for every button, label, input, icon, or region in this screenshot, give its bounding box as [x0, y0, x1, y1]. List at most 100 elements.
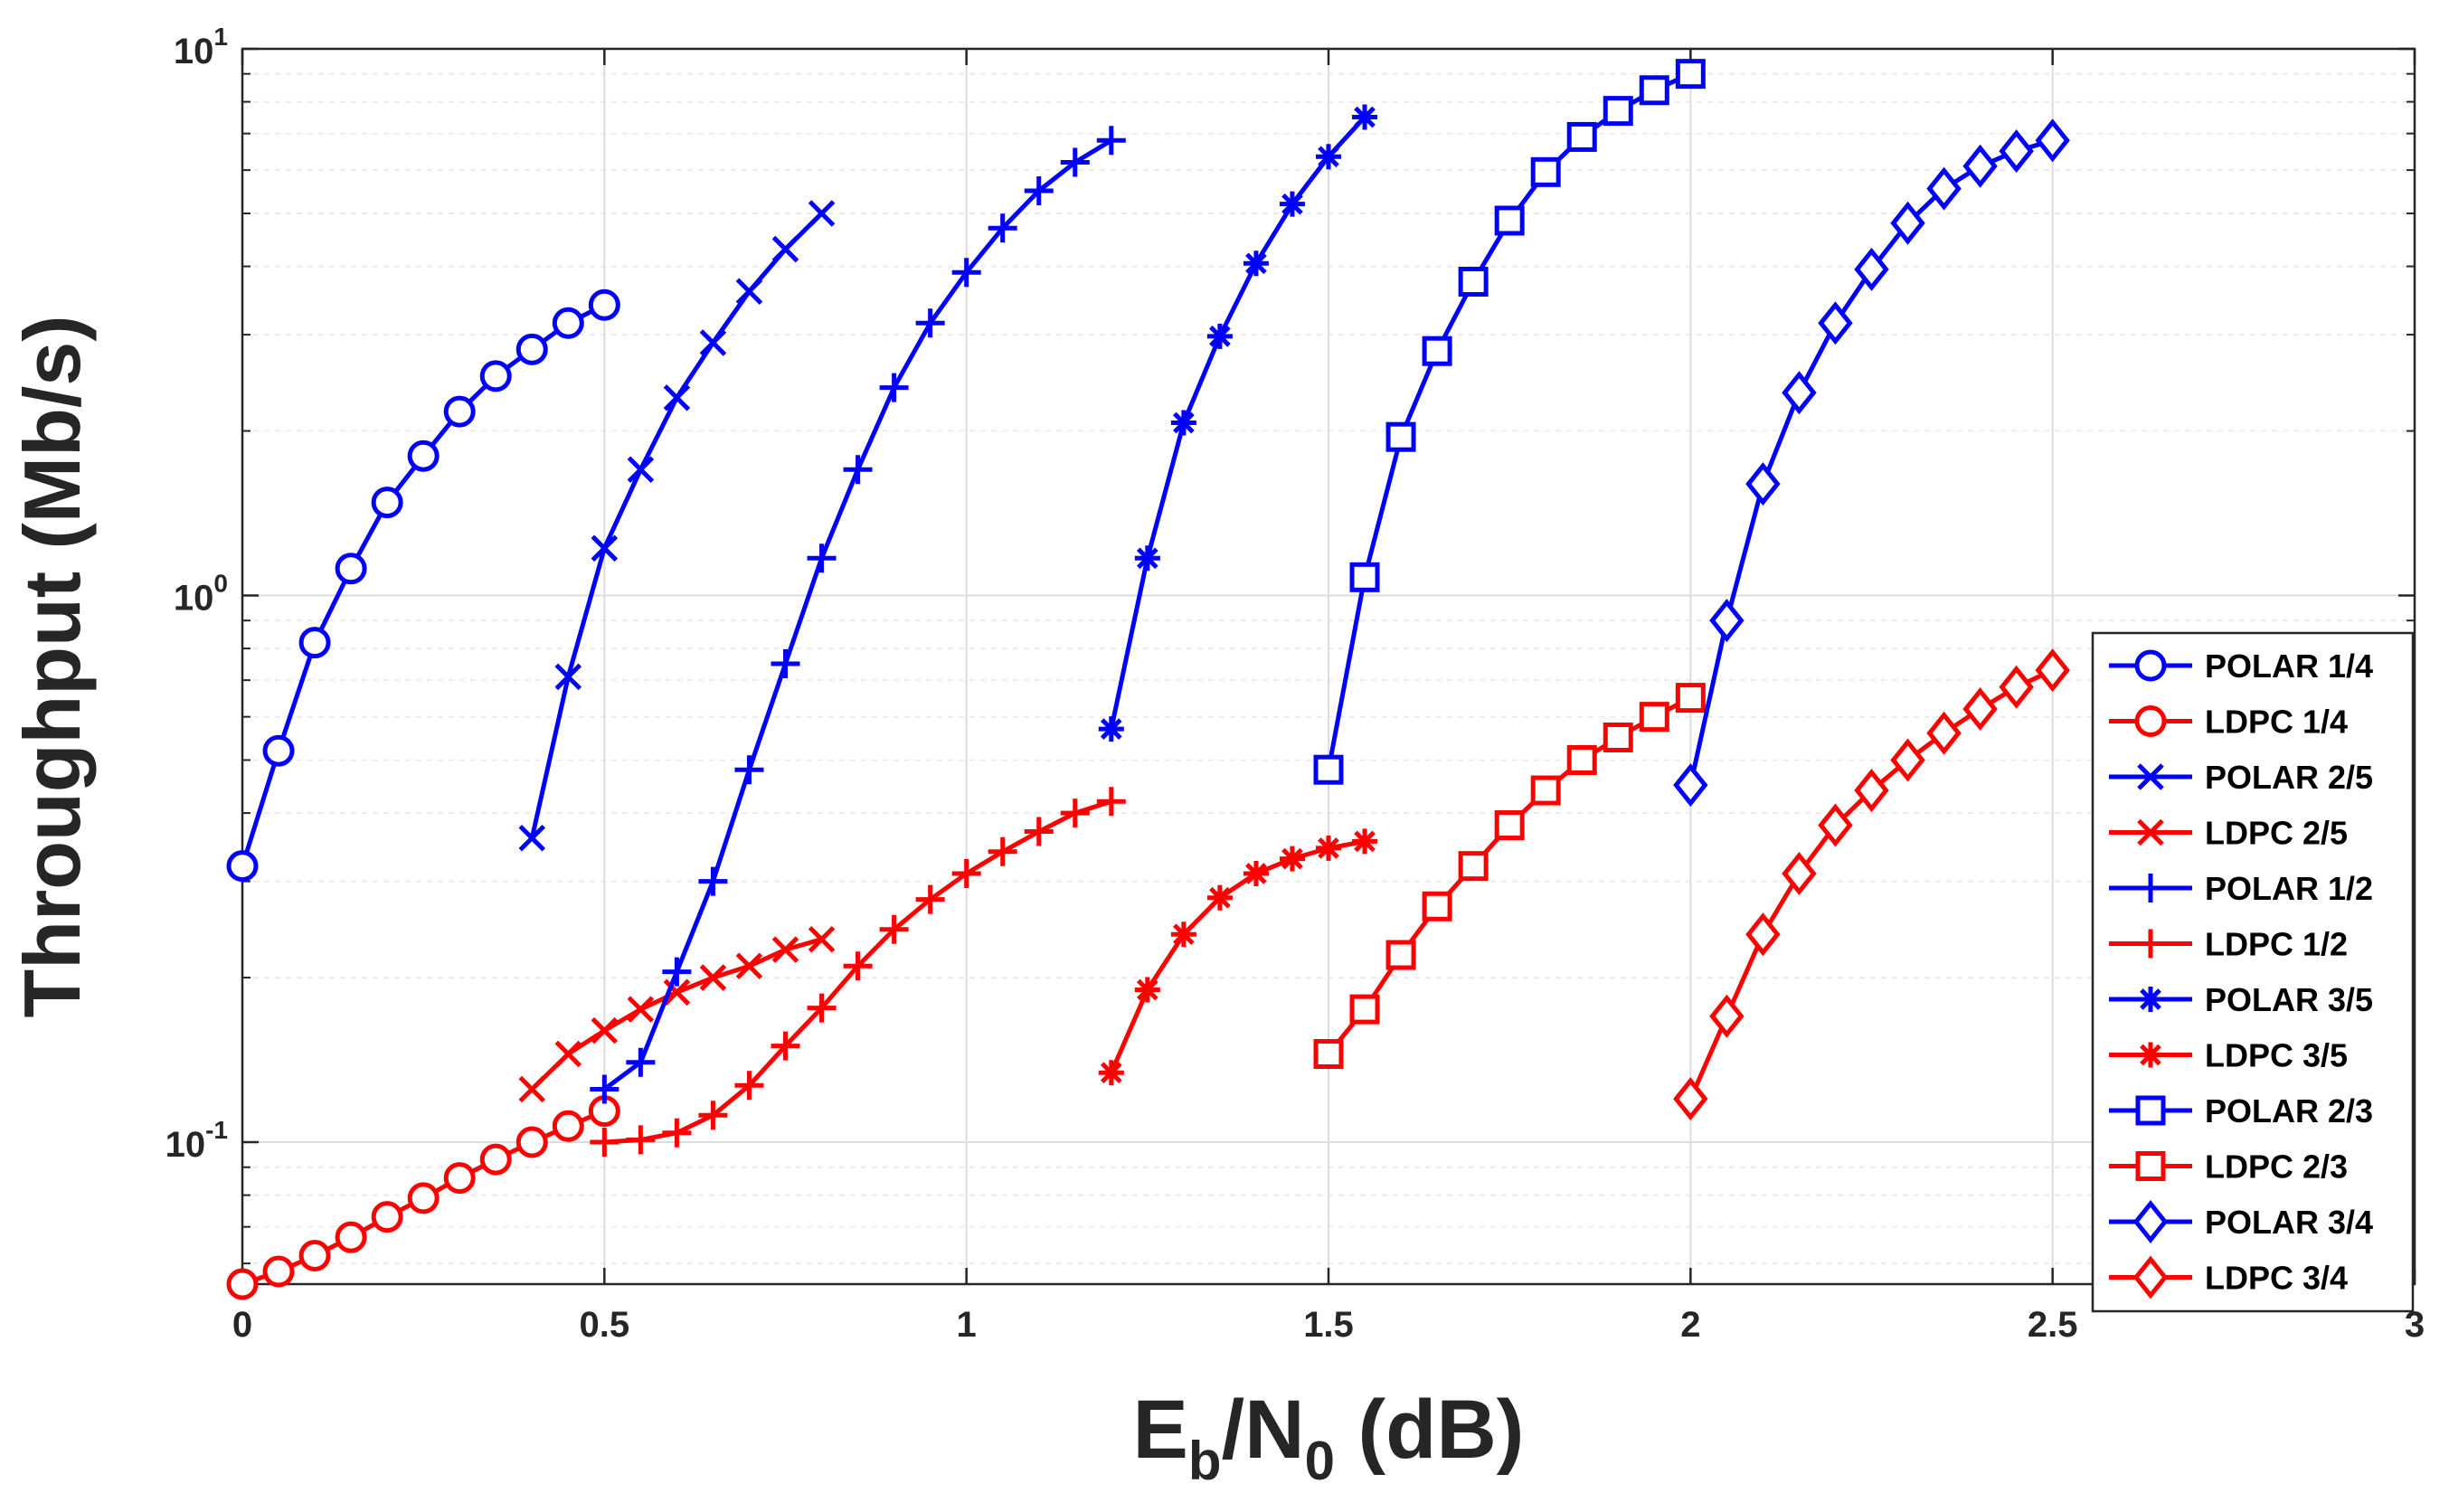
x-tick-label: 1.5: [1303, 1305, 1354, 1345]
series: [226, 59, 2070, 1300]
marker-shape: [1422, 891, 1452, 921]
x-label-sub-0: 0: [1305, 1431, 1335, 1491]
data-point-ldpc-1-4: [407, 1182, 440, 1214]
data-point-polar-1-4: [371, 487, 403, 519]
marker-shape: [1673, 1077, 1708, 1121]
marker-shape: [407, 439, 440, 472]
series-ldpc-2-3: [1313, 683, 1706, 1069]
marker-shape: [590, 1074, 619, 1104]
legend-label: POLAR 3/5: [2205, 981, 2373, 1018]
marker-shape: [443, 395, 476, 428]
data-point-ldpc-2-3: [1494, 810, 1525, 841]
legend-marker: [2136, 929, 2165, 959]
series-ldpc-1-4: [226, 1095, 620, 1300]
data-point-ldpc-2-5: [518, 1075, 546, 1103]
data-point-ldpc-2-5: [627, 996, 655, 1023]
data-point-polar-3-5: [1170, 410, 1196, 436]
data-point-polar-1-4: [407, 439, 440, 472]
data-point-polar-1-4: [588, 288, 620, 321]
data-point-ldpc-2-3: [1458, 851, 1489, 882]
data-point-polar-2-5: [699, 329, 727, 356]
data-point-polar-2-3: [1422, 335, 1452, 366]
data-point-polar-2-3: [1313, 754, 1344, 785]
data-point-ldpc-2-5: [735, 952, 763, 980]
marker-shape: [662, 957, 692, 987]
legend-marker: [2135, 1095, 2166, 1126]
data-point-polar-1-2: [1096, 126, 1126, 156]
marker-shape: [1818, 301, 1853, 345]
marker-shape: [951, 258, 981, 288]
marker-shape: [663, 978, 691, 1006]
data-point-polar-3-5: [1279, 191, 1305, 217]
marker-shape: [518, 1075, 546, 1103]
data-point-polar-3-4: [1673, 763, 1708, 808]
data-point-ldpc-1-2: [951, 859, 981, 889]
legend-label: LDPC 1/4: [2205, 704, 2348, 741]
legend-label: POLAR 1/2: [2205, 870, 2373, 907]
marker-shape: [1673, 763, 1708, 808]
data-point-ldpc-1-4: [515, 1126, 548, 1158]
marker-shape: [1098, 716, 1124, 742]
series-ldpc-3-5: [1098, 828, 1378, 1086]
marker-shape: [554, 663, 582, 691]
series-polar-1-2: [590, 126, 1126, 1104]
legend-item-ldpc-1-2: LDPC 1/2: [2109, 926, 2348, 963]
marker-shape: [1422, 335, 1452, 366]
marker-shape: [1316, 144, 1341, 170]
data-point-polar-1-2: [951, 258, 981, 288]
data-point-ldpc-3-4: [1854, 769, 1889, 813]
data-point-polar-3-5: [1316, 144, 1341, 170]
data-point-polar-3-5: [1352, 104, 1378, 130]
data-point-ldpc-3-5: [1316, 835, 1341, 861]
series-polar-2-3: [1313, 59, 1706, 785]
legend-marker: [2137, 818, 2164, 846]
marker-shape: [879, 914, 909, 944]
data-point-polar-2-5: [591, 534, 619, 562]
marker-shape: [1566, 121, 1597, 152]
marker-shape: [1458, 851, 1489, 882]
marker-shape: [699, 329, 727, 356]
marker-shape: [1024, 817, 1054, 846]
x-label-e: E: [1133, 1384, 1188, 1476]
marker-shape: [988, 836, 1017, 866]
data-point-ldpc-3-4: [1709, 994, 1745, 1038]
legend-label: POLAR 2/3: [2205, 1092, 2373, 1129]
data-point-polar-1-4: [479, 360, 512, 392]
marker-shape: [2132, 1199, 2169, 1244]
marker-shape: [552, 1110, 584, 1142]
data-point-polar-2-3: [1530, 156, 1561, 187]
marker-shape: [1890, 201, 1925, 245]
data-point-ldpc-1-2: [807, 993, 837, 1023]
series-polar-3-5: [1098, 104, 1378, 742]
legend-item-polar-2-5: POLAR 2/5: [2109, 759, 2373, 796]
axis-ticks: 0 0.5 1 1.5 2 2.5 3 10-1 100 101: [165, 23, 2425, 1345]
data-point-ldpc-1-4: [262, 1255, 295, 1288]
data-point-ldpc-3-5: [1243, 861, 1269, 887]
legend-label: LDPC 3/5: [2205, 1037, 2348, 1074]
legend-label: POLAR 2/5: [2205, 759, 2373, 796]
marker-shape: [515, 1126, 548, 1158]
marker-shape: [1060, 147, 1090, 177]
legend-marker: [2136, 874, 2165, 902]
marker-shape: [1494, 810, 1525, 841]
marker-shape: [407, 1182, 440, 1214]
marker-shape: [1349, 562, 1380, 592]
marker-shape: [1206, 884, 1233, 911]
marker-shape: [1745, 462, 1781, 506]
marker-shape: [663, 384, 691, 411]
data-point-ldpc-3-4: [1818, 803, 1853, 847]
marker-shape: [1926, 166, 1962, 211]
data-point-polar-2-3: [1458, 267, 1489, 298]
data-point-polar-1-4: [515, 333, 548, 365]
data-point-polar-3-4: [1818, 301, 1853, 345]
data-point-ldpc-3-5: [1170, 921, 1196, 948]
marker-shape: [1999, 129, 2034, 174]
marker-shape: [1313, 1038, 1344, 1069]
data-point-ldpc-3-5: [1098, 1060, 1124, 1086]
marker-shape: [518, 824, 546, 852]
marker-shape: [1999, 665, 2034, 709]
marker-shape: [1709, 599, 1745, 643]
marker-shape: [843, 951, 873, 981]
data-point-polar-2-3: [1566, 121, 1597, 152]
